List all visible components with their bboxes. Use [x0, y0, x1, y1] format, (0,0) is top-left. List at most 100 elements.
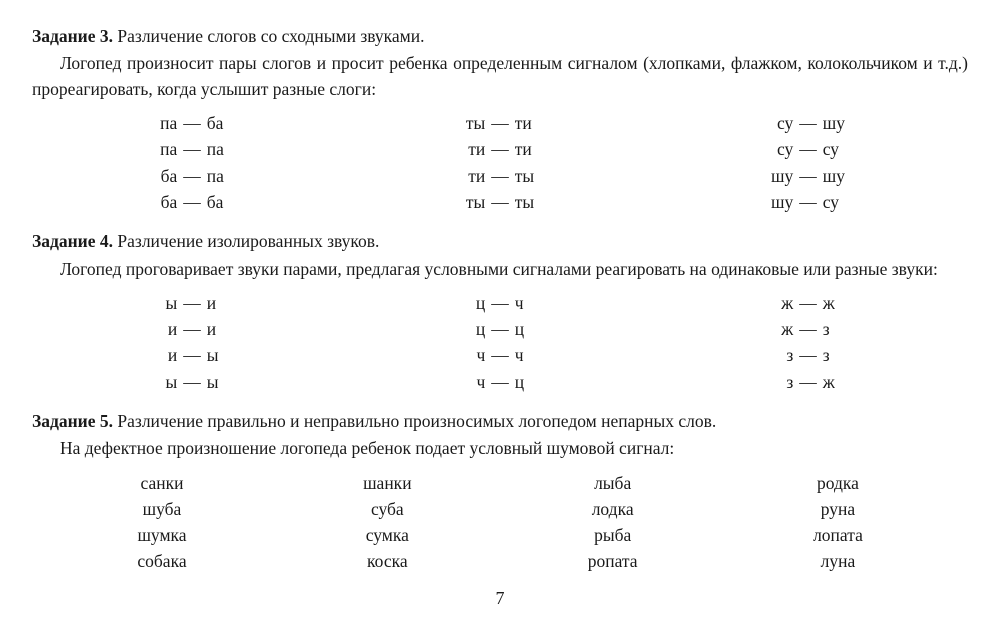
dash: — — [485, 369, 515, 395]
task3-title: Различение слогов со сходными звуками. — [117, 26, 424, 46]
syllable-right: су — [823, 136, 859, 162]
sound-right: ж — [823, 369, 859, 395]
task4-label: Задание 4. — [32, 231, 113, 251]
dash: — — [793, 189, 823, 215]
sound-left: ч — [449, 369, 485, 395]
task5-label: Задание 5. — [32, 411, 113, 431]
dash: — — [177, 316, 207, 342]
task3-heading: Задание 3. Различение слогов со сходными… — [32, 24, 968, 49]
sound-left: ч — [449, 342, 485, 368]
word-cell: коска — [367, 548, 408, 574]
syllable-right: па — [207, 136, 243, 162]
task3-paragraph: Логопед произносит пары слогов и просит … — [32, 51, 968, 102]
table-row: ты—ты — [449, 189, 551, 215]
syllable-left: су — [757, 136, 793, 162]
task3-table: па—ба па—па ба—па ба—ба ты—ти ти—ти ти—т… — [112, 110, 888, 215]
sound-right: ы — [207, 342, 243, 368]
dash: — — [177, 163, 207, 189]
dash: — — [177, 110, 207, 136]
word-cell: родка — [817, 470, 859, 496]
word-cell: рыба — [594, 522, 631, 548]
syllable-right: шу — [823, 110, 859, 136]
dash: — — [793, 342, 823, 368]
task3-label: Задание 3. — [32, 26, 113, 46]
task5-col-4: родка руна лопата луна — [778, 470, 898, 575]
syllable-left: шу — [757, 189, 793, 215]
dash: — — [793, 290, 823, 316]
dash: — — [793, 136, 823, 162]
word-cell: руна — [821, 496, 855, 522]
task5-col-3: лыба лодка рыба ропата — [553, 470, 673, 575]
task5-col-2: шанки суба сумка коска — [327, 470, 447, 575]
syllable-left: ти — [449, 163, 485, 189]
syllable-left: па — [141, 110, 177, 136]
task5-heading: Задание 5. Различение правильно и неправ… — [32, 409, 968, 434]
table-row: ти—ти — [449, 136, 551, 162]
word-cell: шумка — [137, 522, 186, 548]
syllable-right: ты — [515, 189, 551, 215]
sound-left: ц — [449, 316, 485, 342]
syllable-left: шу — [757, 163, 793, 189]
word-cell: лыба — [594, 470, 631, 496]
word-cell: лопата — [813, 522, 863, 548]
task5-title: Различение правильно и неправильно произ… — [117, 411, 716, 431]
sound-left: з — [757, 369, 793, 395]
sound-left: ж — [757, 290, 793, 316]
dash: — — [177, 136, 207, 162]
dash: — — [485, 189, 515, 215]
table-row: шу—шу — [757, 163, 859, 189]
dash: — — [485, 163, 515, 189]
task3-col-1: па—ба па—па ба—па ба—ба — [112, 110, 272, 215]
task4-col-3: ж—ж ж—з з—з з—ж — [728, 290, 888, 395]
syllable-right: ти — [515, 110, 551, 136]
task5-col-1: санки шуба шумка собака — [102, 470, 222, 575]
word-cell: луна — [821, 548, 856, 574]
task4-paragraph: Логопед проговаривает звуки парами, пред… — [32, 257, 968, 282]
table-row: и—и — [141, 316, 243, 342]
task4-col-1: ы—и и—и и—ы ы—ы — [112, 290, 272, 395]
table-row: су—шу — [757, 110, 859, 136]
syllable-right: ты — [515, 163, 551, 189]
syllable-left: ты — [449, 110, 485, 136]
dash: — — [177, 290, 207, 316]
task5-table: санки шуба шумка собака шанки суба сумка… — [102, 470, 898, 575]
syllable-right: шу — [823, 163, 859, 189]
table-row: ти—ты — [449, 163, 551, 189]
table-row: з—з — [757, 342, 859, 368]
dash: — — [793, 316, 823, 342]
syllable-left: ба — [141, 163, 177, 189]
sound-right: ц — [515, 369, 551, 395]
sound-left: ц — [449, 290, 485, 316]
table-row: з—ж — [757, 369, 859, 395]
table-row: па—па — [141, 136, 243, 162]
syllable-left: су — [757, 110, 793, 136]
dash: — — [793, 369, 823, 395]
table-row: ц—ч — [449, 290, 551, 316]
dash: — — [485, 136, 515, 162]
table-row: ч—ц — [449, 369, 551, 395]
word-cell: шанки — [363, 470, 411, 496]
sound-right: и — [207, 316, 243, 342]
dash: — — [485, 342, 515, 368]
task3-col-3: су—шу су—су шу—шу шу—су — [728, 110, 888, 215]
sound-right: з — [823, 316, 859, 342]
syllable-left: ты — [449, 189, 485, 215]
table-row: шу—су — [757, 189, 859, 215]
sound-right: ы — [207, 369, 243, 395]
dash: — — [177, 189, 207, 215]
sound-right: ц — [515, 316, 551, 342]
task3-col-2: ты—ти ти—ти ти—ты ты—ты — [420, 110, 580, 215]
syllable-right: па — [207, 163, 243, 189]
sound-left: з — [757, 342, 793, 368]
sound-right: з — [823, 342, 859, 368]
table-row: ы—ы — [141, 369, 243, 395]
dash: — — [793, 163, 823, 189]
table-row: ба—ба — [141, 189, 243, 215]
dash: — — [485, 290, 515, 316]
dash: — — [485, 110, 515, 136]
word-cell: сумка — [366, 522, 409, 548]
table-row: ж—з — [757, 316, 859, 342]
table-row: ж—ж — [757, 290, 859, 316]
sound-left: и — [141, 342, 177, 368]
table-row: па—ба — [141, 110, 243, 136]
